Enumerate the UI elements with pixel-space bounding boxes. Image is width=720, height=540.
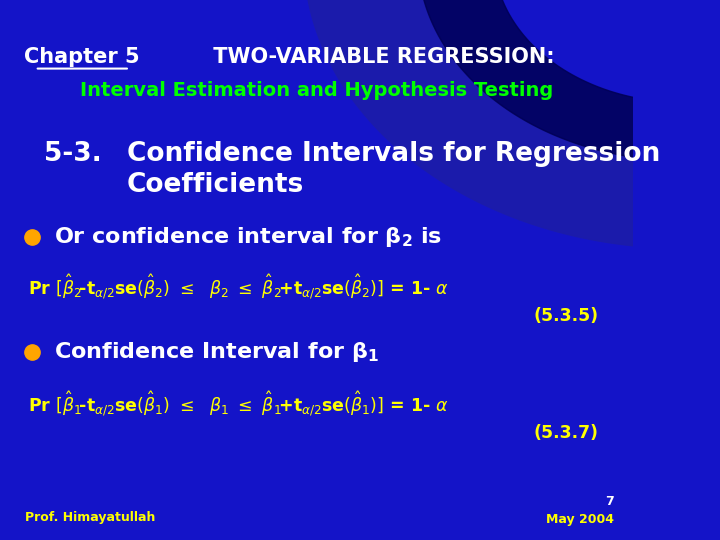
Text: 5-3.: 5-3. [45,141,102,167]
Text: 7: 7 [606,495,614,508]
Text: Confidence Intervals for Regression: Confidence Intervals for Regression [127,141,660,167]
Text: (5.3.7): (5.3.7) [534,424,598,442]
Text: (5.3.5): (5.3.5) [534,307,598,325]
Text: Interval Estimation and Hypothesis Testing: Interval Estimation and Hypothesis Testi… [80,80,553,100]
Text: Pr $[\hat{\beta}_1\!$-t$_{\alpha/2}$se$(\hat{\beta}_1)$ $\leq$  $\beta_1$ $\leq$: Pr $[\hat{\beta}_1\!$-t$_{\alpha/2}$se$(… [29,389,449,418]
Text: Confidence Interval for $\bf{\beta_1}$: Confidence Interval for $\bf{\beta_1}$ [54,340,379,364]
Polygon shape [418,0,684,161]
Text: TWO-VARIABLE REGRESSION:: TWO-VARIABLE REGRESSION: [206,46,554,67]
Text: Pr $[\hat{\beta}_2\!$-t$_{\alpha/2}$se$(\hat{\beta}_2)$ $\leq$  $\beta_2$ $\leq$: Pr $[\hat{\beta}_2\!$-t$_{\alpha/2}$se$(… [29,273,449,302]
Text: Or confidence interval for $\bf{\beta_2}$ is: Or confidence interval for $\bf{\beta_2}… [54,225,442,248]
Text: Chapter 5: Chapter 5 [24,46,140,67]
Text: May 2004: May 2004 [546,513,614,526]
Polygon shape [304,0,684,248]
Text: Coefficients: Coefficients [127,172,304,198]
Text: Prof. Himayatullah: Prof. Himayatullah [25,511,156,524]
